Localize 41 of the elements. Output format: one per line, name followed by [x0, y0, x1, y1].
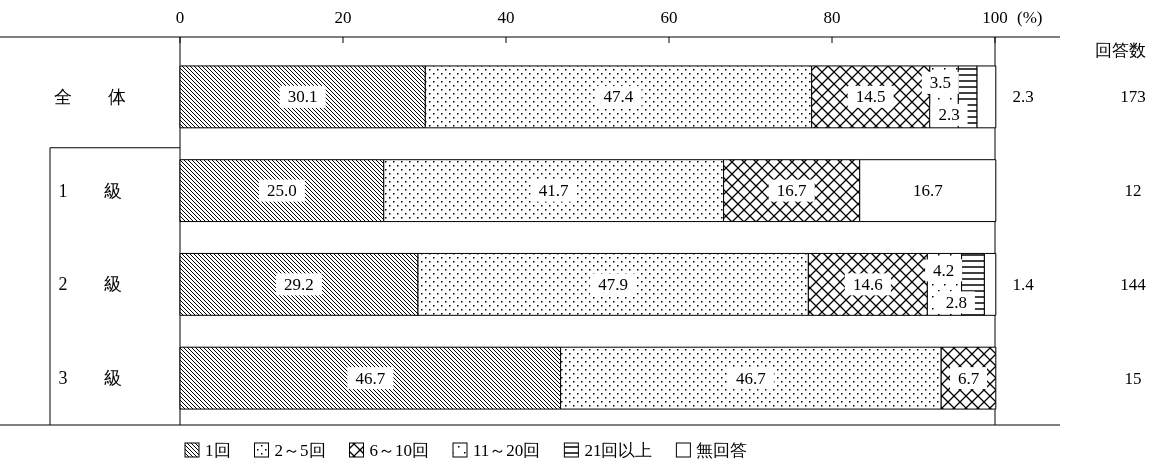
data-label: 47.4 — [603, 87, 634, 107]
text: 回答数 — [1094, 40, 1146, 60]
x-tick-label: 60 — [660, 7, 678, 27]
text: 15 — [1124, 368, 1142, 388]
x-tick-label: 80 — [823, 7, 841, 27]
legend-label: 11～20回 — [473, 440, 541, 460]
data-label: 6.7 — [957, 368, 980, 388]
text: 173 — [1120, 87, 1146, 107]
legend-label: 無回答 — [696, 440, 748, 460]
text: 12 — [1124, 181, 1142, 201]
data-label: 46.7 — [355, 368, 386, 388]
data-label: 25.0 — [267, 181, 297, 201]
legend-label: 2～5回 — [274, 440, 326, 460]
y-tick-label: 2 級 — [58, 274, 122, 295]
y-tick-label: 全 体 — [54, 86, 126, 107]
data-label: 2.8 — [945, 292, 968, 312]
data-label: 47.9 — [598, 274, 629, 294]
data-label: 2.3 — [938, 105, 960, 125]
x-tick-label: 40 — [497, 7, 515, 27]
data-label: 30.1 — [287, 87, 318, 107]
data-label: 1.4 — [1012, 274, 1035, 294]
y-tick-label: 1 級 — [58, 180, 122, 201]
data-label: 46.7 — [736, 368, 767, 388]
data-label: 2.3 — [1012, 87, 1034, 107]
data-label: 41.7 — [538, 181, 570, 201]
x-tick-label: 0 — [175, 7, 185, 27]
data-label: 16.7 — [912, 181, 944, 201]
x-tick-label: 100 — [982, 7, 1008, 27]
data-label: 29.2 — [284, 274, 314, 294]
x-tick-label: 20 — [334, 7, 352, 27]
legend-label: 6～10回 — [369, 440, 429, 460]
text: 144 — [1120, 274, 1147, 294]
legend-label: 21回以上 — [584, 440, 653, 460]
legend-label: 1回 — [205, 440, 231, 460]
data-label: 14.5 — [855, 87, 886, 107]
data-label: 4.2 — [932, 260, 955, 280]
data-label: 14.6 — [852, 274, 883, 294]
data-label: 3.5 — [929, 73, 951, 93]
x-axis-title: (%) — [1017, 7, 1043, 27]
data-label: 16.7 — [776, 181, 808, 201]
y-tick-label: 3 級 — [58, 368, 122, 389]
